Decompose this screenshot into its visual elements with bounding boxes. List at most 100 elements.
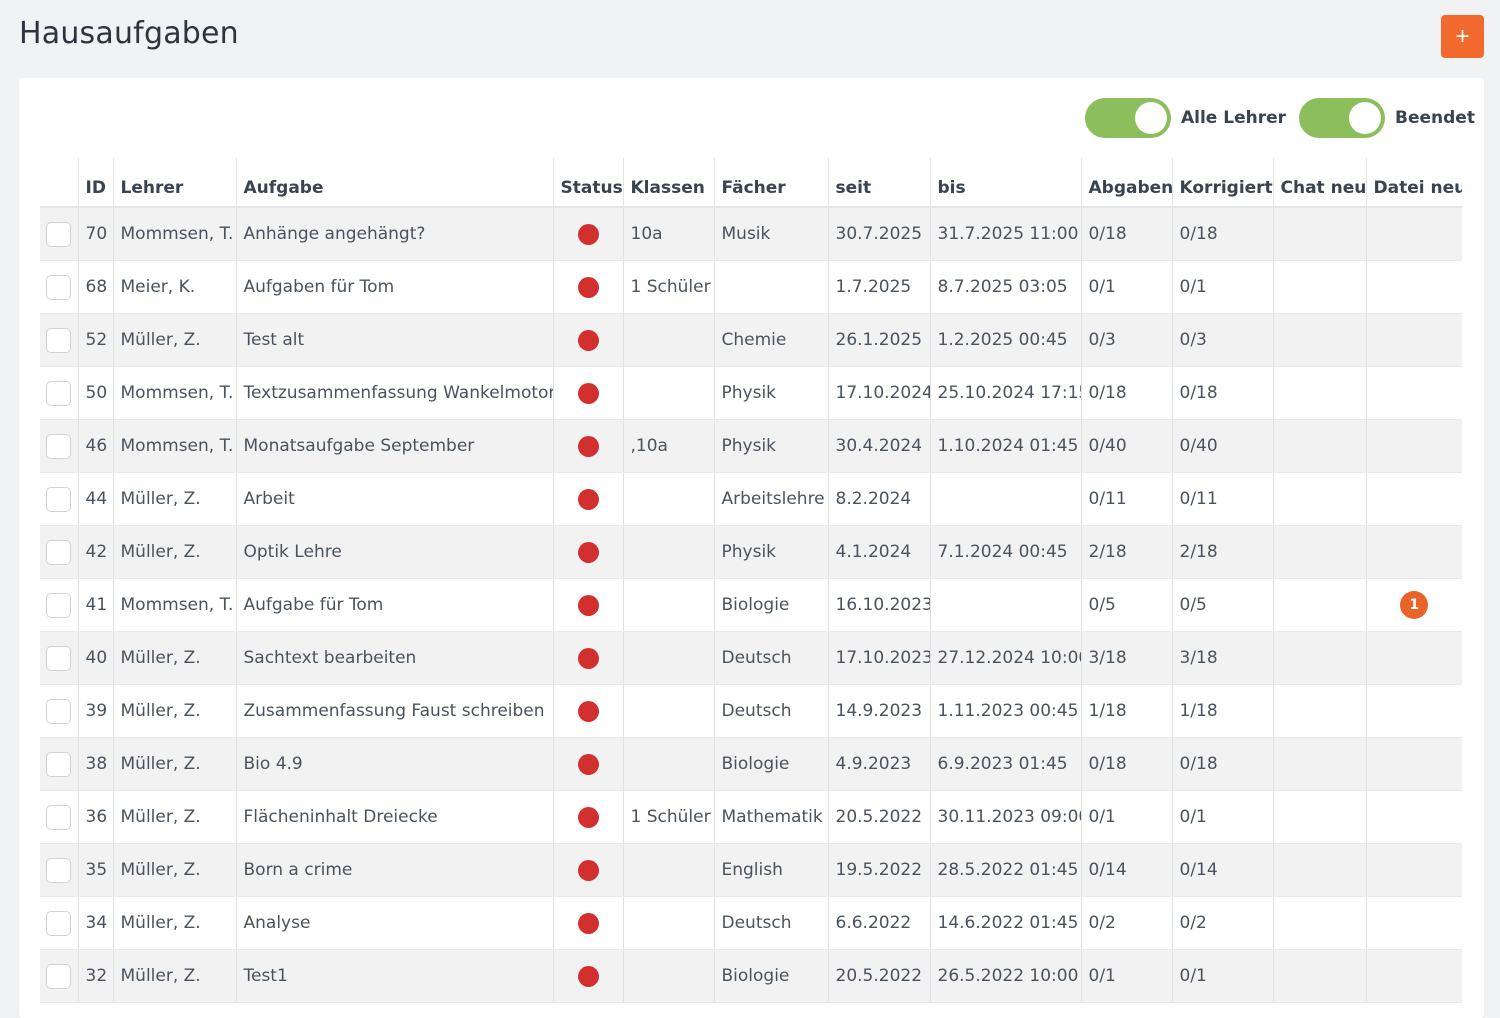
column-header-chat-new[interactable]: Chat neu (1272, 158, 1366, 208)
cell-classes (622, 684, 714, 738)
cell-corrected: 2/18 (1171, 525, 1273, 579)
homework-table: ID Lehrer Aufgabe Status Klassen Fächer … (40, 158, 1462, 1003)
table-row[interactable]: 50 Mommsen, T. Textzusammenfassung Wankelm… (40, 366, 1462, 420)
cell-select (40, 419, 78, 473)
cell-task: Test alt (235, 313, 553, 367)
cell-until: 1.2.2025 00:45 (929, 313, 1081, 367)
new-file-badge[interactable]: 1 (1400, 591, 1429, 619)
table-row[interactable]: 68 Meier, K. Aufgaben für Tom 1 Schüler 1.7.… (40, 260, 1462, 314)
row-checkbox[interactable] (46, 486, 71, 512)
cell-subjects: Deutsch (713, 684, 828, 738)
column-header-status[interactable]: Status (552, 158, 623, 208)
cell-select (40, 737, 78, 791)
cell-subjects: Biologie (713, 737, 828, 791)
table-row[interactable]: 35 Müller, Z. Born a crime English 19.5.2022… (40, 843, 1462, 897)
cell-id: 42 (77, 525, 113, 579)
table-row[interactable]: 42 Müller, Z. Optik Lehre Physik 4.1.2024 7.1… (40, 525, 1462, 579)
cell-status (552, 419, 623, 473)
table-row[interactable]: 38 Müller, Z. Bio 4.9 Biologie 4.9.2023 6.9.2… (40, 737, 1462, 791)
column-header-until[interactable]: bis (929, 158, 1081, 208)
table-row[interactable]: 34 Müller, Z. Analyse Deutsch 6.6.2022 14.6.2… (40, 896, 1462, 950)
cell-since: 6.6.2022 (827, 896, 930, 950)
row-checkbox[interactable] (46, 433, 71, 459)
row-checkbox[interactable] (46, 592, 71, 618)
cell-corrected: 0/14 (1171, 843, 1273, 897)
row-checkbox[interactable] (46, 804, 71, 830)
table-row[interactable]: 46 Mommsen, T. Monatsaufgabe September ,10a… (40, 419, 1462, 473)
cell-task: Anhänge angehängt? (235, 207, 553, 261)
cell-select (40, 896, 78, 950)
cell-task: Textzusammenfassung Wankelmotor (235, 366, 553, 420)
status-dot-icon (577, 859, 599, 881)
cell-select (40, 207, 78, 261)
row-checkbox[interactable] (46, 698, 71, 724)
row-checkbox[interactable] (46, 751, 71, 777)
table-row[interactable]: 32 Müller, Z. Test1 Biologie 20.5.2022 26.5.2… (40, 949, 1462, 1003)
cell-task: Aufgaben für Tom (235, 260, 553, 314)
add-homework-button[interactable]: + (1441, 15, 1484, 58)
cell-file-new (1365, 313, 1462, 367)
finished-toggle[interactable] (1299, 98, 1385, 138)
column-header-subjects[interactable]: Fächer (713, 158, 828, 208)
cell-until: 14.6.2022 01:45 (929, 896, 1081, 950)
cell-select (40, 684, 78, 738)
row-checkbox[interactable] (46, 963, 71, 989)
row-checkbox[interactable] (46, 380, 71, 406)
finished-filter: Beendet (1299, 98, 1475, 138)
row-checkbox[interactable] (46, 274, 71, 300)
column-header-classes[interactable]: Klassen (622, 158, 714, 208)
cell-classes (622, 843, 714, 897)
cell-since: 17.10.2023 (827, 631, 930, 685)
cell-until: 30.11.2023 09:00 (929, 790, 1081, 844)
cell-chat-new (1272, 366, 1366, 420)
table-row[interactable]: 40 Müller, Z. Sachtext bearbeiten Deutsch 17… (40, 631, 1462, 685)
cell-file-new: 1 (1365, 578, 1462, 632)
cell-subjects (713, 260, 828, 314)
column-header-task[interactable]: Aufgabe (235, 158, 553, 208)
cell-file-new (1365, 419, 1462, 473)
cell-submissions: 0/1 (1080, 949, 1172, 1003)
row-checkbox[interactable] (46, 645, 71, 671)
table-row[interactable]: 41 Mommsen, T. Aufgabe für Tom Biologie 16.1… (40, 578, 1462, 632)
column-header-file-new[interactable]: Datei neu (1365, 158, 1462, 208)
all-teachers-toggle[interactable] (1085, 98, 1171, 138)
cell-teacher: Müller, Z. (112, 790, 236, 844)
table-row[interactable]: 52 Müller, Z. Test alt Chemie 26.1.2025 1.2.2… (40, 313, 1462, 367)
cell-since: 4.9.2023 (827, 737, 930, 791)
row-checkbox[interactable] (46, 539, 71, 565)
cell-select (40, 260, 78, 314)
row-checkbox[interactable] (46, 221, 71, 247)
cell-teacher: Müller, Z. (112, 843, 236, 897)
cell-teacher: Mommsen, T. (112, 366, 236, 420)
cell-corrected: 0/1 (1171, 790, 1273, 844)
cell-corrected: 0/18 (1171, 207, 1273, 261)
cell-subjects: English (713, 843, 828, 897)
row-checkbox[interactable] (46, 910, 71, 936)
cell-subjects: Deutsch (713, 631, 828, 685)
column-header-since[interactable]: seit (827, 158, 930, 208)
row-checkbox[interactable] (46, 857, 71, 883)
column-header-corrected[interactable]: Korrigiert (1171, 158, 1273, 208)
row-checkbox[interactable] (46, 327, 71, 353)
cell-classes (622, 366, 714, 420)
table-row[interactable]: 36 Müller, Z. Flächeninhalt Dreiecke 1 Schü… (40, 790, 1462, 844)
table-row[interactable]: 44 Müller, Z. Arbeit Arbeitslehre 8.2.2024 0/… (40, 472, 1462, 526)
cell-status (552, 260, 623, 314)
status-dot-icon (577, 700, 599, 722)
status-dot-icon (577, 647, 599, 669)
column-header-id[interactable]: ID (77, 158, 113, 208)
cell-until: 6.9.2023 01:45 (929, 737, 1081, 791)
status-dot-icon (577, 329, 599, 351)
column-header-submissions[interactable]: Abgaben (1080, 158, 1172, 208)
column-header-teacher[interactable]: Lehrer (112, 158, 236, 208)
cell-teacher: Mommsen, T. (112, 578, 236, 632)
table-row[interactable]: 70 Mommsen, T. Anhänge angehängt? 10a Musik 3… (40, 207, 1462, 261)
table-row[interactable]: 39 Müller, Z. Zusammenfassung Faust schrei… (40, 684, 1462, 738)
cell-task: Monatsaufgabe September (235, 419, 553, 473)
cell-until: 1.11.2023 00:45 (929, 684, 1081, 738)
cell-select (40, 472, 78, 526)
cell-classes (622, 896, 714, 950)
page-title: Hausaufgaben (19, 16, 239, 51)
cell-subjects: Physik (713, 419, 828, 473)
cell-select (40, 578, 78, 632)
